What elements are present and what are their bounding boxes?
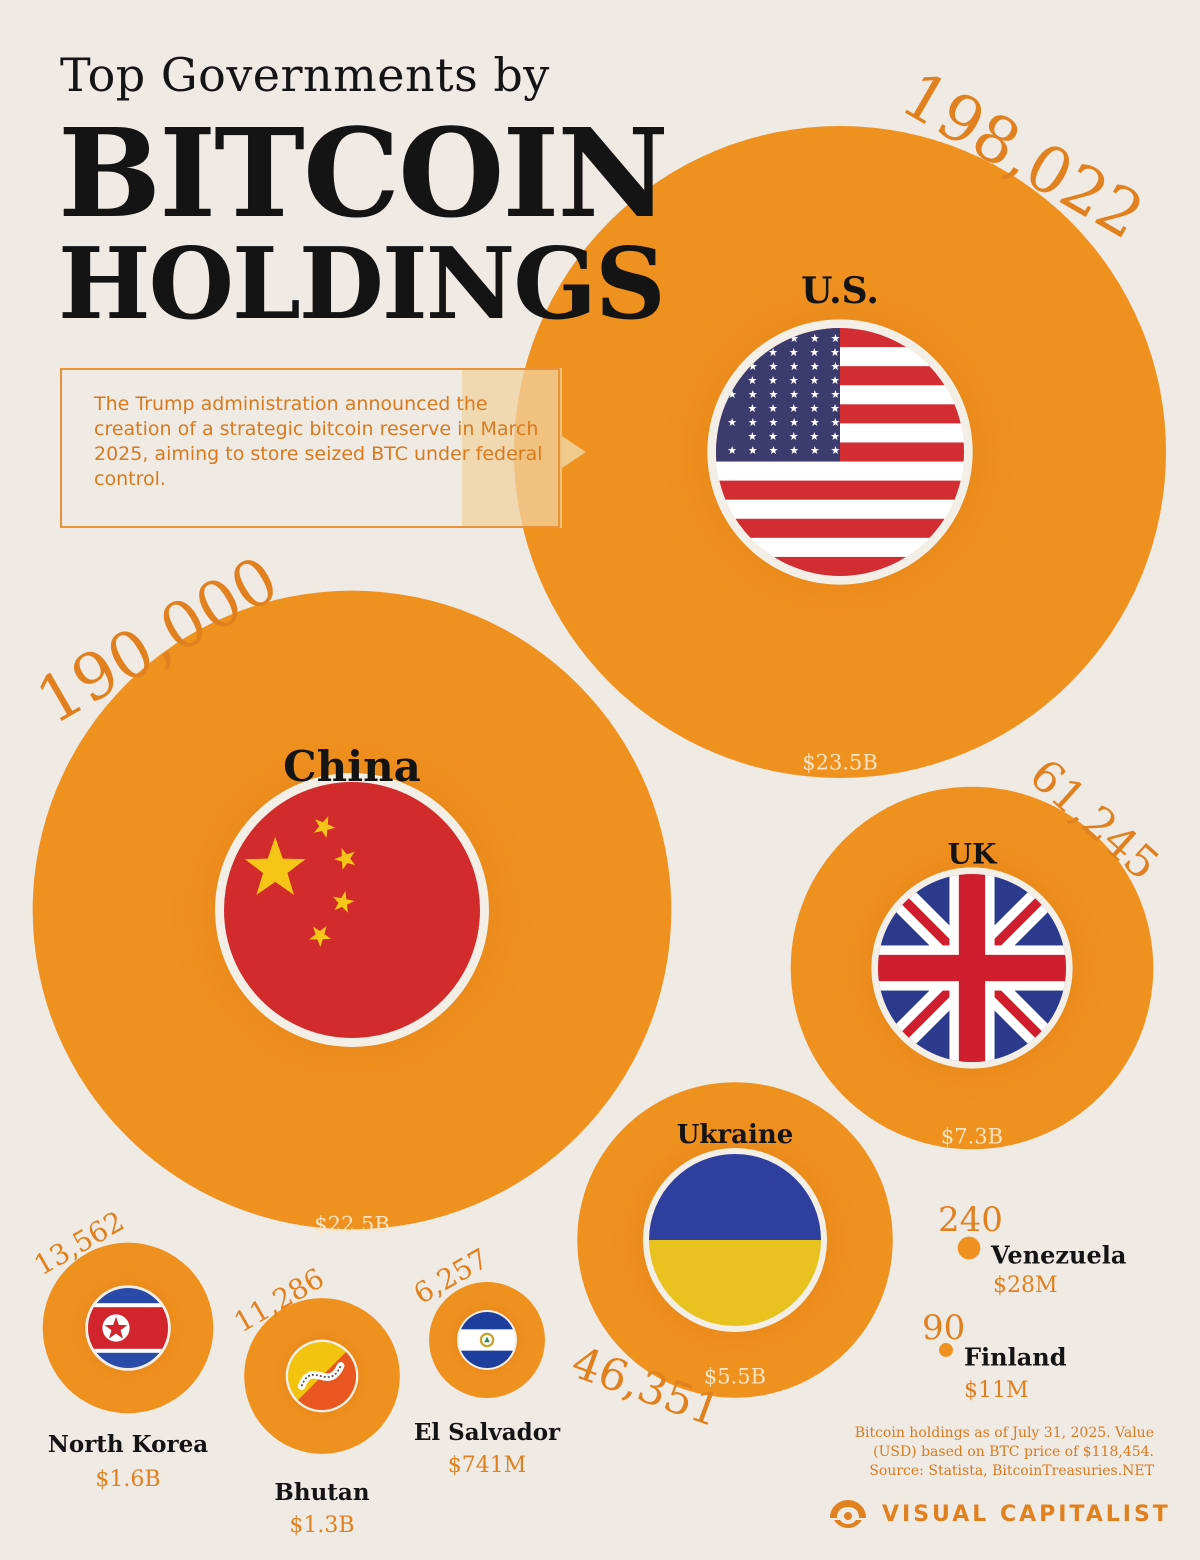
country-label-china: China xyxy=(283,742,421,791)
value-label-finland: $11M xyxy=(964,1378,1029,1403)
bubble-finland xyxy=(939,1343,953,1357)
btc-label-finland: 90 xyxy=(922,1308,965,1348)
value-label-el-salvador: $741M xyxy=(448,1453,527,1478)
brand-name: VISUAL CAPITALIST xyxy=(882,1501,1171,1527)
callout-arrow xyxy=(562,436,586,468)
china-flag-icon xyxy=(215,773,489,1047)
north-korea-flag-icon xyxy=(85,1285,171,1371)
ukraine-flag-icon xyxy=(642,1147,828,1333)
bubble-group-finland xyxy=(939,1343,953,1357)
value-label-china: $22.5B xyxy=(314,1213,390,1237)
brand-mark-icon xyxy=(830,1500,866,1528)
bubble-group-venezuela xyxy=(957,1236,981,1260)
bubble-group-china xyxy=(32,590,672,1230)
uk-flag-icon xyxy=(871,867,1073,1069)
value-label-uk: $7.3B xyxy=(941,1125,1003,1149)
el-salvador-flag-icon xyxy=(457,1310,517,1370)
country-label-venezuela: Venezuela xyxy=(990,1241,1126,1270)
btc-label-venezuela: 240 xyxy=(938,1200,1003,1240)
value-label-venezuela: $28M xyxy=(993,1273,1058,1298)
value-label-ukraine: $5.5B xyxy=(704,1365,766,1389)
country-label-ukraine: Ukraine xyxy=(677,1120,794,1150)
callout-highlight xyxy=(462,368,562,528)
footnote-line-2: (USD) based on BTC price of $118,454. xyxy=(873,1444,1154,1460)
footnote-line-1: Bitcoin holdings as of July 31, 2025. Va… xyxy=(854,1425,1154,1441)
footnote-source: Source: Statista, BitcoinTreasuries.NET xyxy=(869,1463,1154,1479)
country-label-u-s: U.S. xyxy=(801,270,879,312)
country-label-finland: Finland xyxy=(964,1343,1067,1372)
title-line-2: BITCOIN xyxy=(58,101,669,245)
country-label-north-korea: North Korea xyxy=(48,1431,208,1458)
footnote: Bitcoin holdings as of July 31, 2025. Va… xyxy=(794,1424,1154,1481)
bubble-group-el-salvador xyxy=(429,1282,545,1398)
bubble-group-ukraine xyxy=(577,1082,893,1398)
country-label-uk: UK xyxy=(948,838,998,871)
title-line-3: HOLDINGS xyxy=(58,227,666,342)
bubble-group-north-korea xyxy=(42,1242,214,1414)
value-label-north-korea: $1.6B xyxy=(95,1467,160,1492)
callout-box xyxy=(60,368,560,528)
bubble-venezuela xyxy=(957,1236,981,1260)
bubble-group-u-s xyxy=(514,126,1166,778)
title-line-1: Top Governments by xyxy=(60,48,550,102)
country-label-el-salvador: El Salvador xyxy=(414,1419,561,1446)
value-label-u-s: $23.5B xyxy=(802,751,878,775)
visual-capitalist-logo: VISUAL CAPITALIST xyxy=(826,1496,1171,1532)
bubble-group-uk xyxy=(790,786,1154,1150)
bubble-group-bhutan xyxy=(244,1298,400,1454)
callout-text: The Trump administration announced the c… xyxy=(94,393,543,490)
country-label-bhutan: Bhutan xyxy=(274,1479,369,1506)
us-flag-icon xyxy=(707,319,973,585)
value-label-bhutan: $1.3B xyxy=(289,1513,354,1538)
bhutan-flag-icon xyxy=(285,1339,359,1413)
